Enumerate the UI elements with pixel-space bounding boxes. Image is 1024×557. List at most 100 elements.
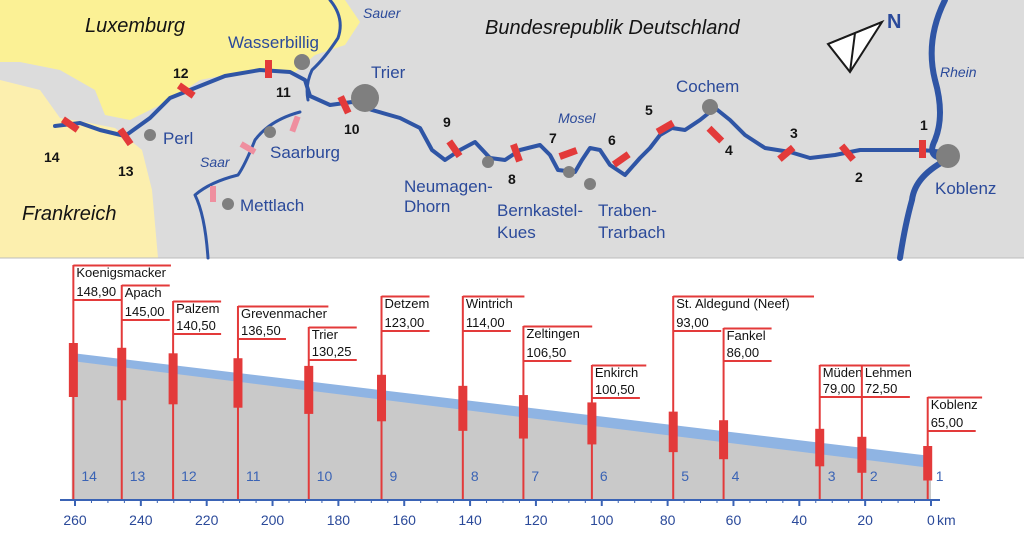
lock-name: Fankel xyxy=(727,328,766,343)
map-lock-5 xyxy=(655,119,675,135)
city-label-neumagen-2: Dhorn xyxy=(404,197,450,216)
map-lock-8 xyxy=(510,143,523,163)
map-luxembourg xyxy=(0,0,360,120)
map-lock-number-8: 8 xyxy=(508,171,516,187)
map: N Luxemburg Bundesrepublik Deutschland F… xyxy=(0,0,1024,261)
lock-level: 130,25 xyxy=(312,344,352,359)
map-lock-6 xyxy=(611,151,631,168)
lock-level: 65,00 xyxy=(931,415,964,430)
city-dot-koblenz xyxy=(936,144,960,168)
city-label-neumagen-1: Neumagen- xyxy=(404,177,493,196)
lock-name: Koblenz xyxy=(931,397,978,412)
map-saar-lock-mettlach xyxy=(210,186,216,202)
map-france xyxy=(0,80,158,258)
river-label-sauer: Sauer xyxy=(363,5,402,21)
lock-7: Zeltingen 106,50 7 xyxy=(518,325,593,500)
map-saar-locks xyxy=(210,115,301,202)
lock-12: Palzem 140,50 12 xyxy=(168,300,222,500)
lock-name: Lehmen xyxy=(865,365,912,380)
city-dot-wasserbillig xyxy=(294,54,310,70)
map-lock-13 xyxy=(117,127,134,147)
city-label-traben-1: Traben- xyxy=(598,201,657,220)
lock-gate xyxy=(458,385,468,431)
city-dot-trier xyxy=(351,84,379,112)
lock-number: 3 xyxy=(828,468,836,484)
lock-gate xyxy=(304,365,314,414)
map-lock-4 xyxy=(706,125,725,144)
lock-gate xyxy=(117,347,127,401)
lock-level: 140,50 xyxy=(176,318,216,333)
lock-level: 145,00 xyxy=(125,304,165,319)
region-luxembourg: Luxemburg xyxy=(85,15,185,37)
map-lock-10 xyxy=(337,95,352,115)
lock-gate xyxy=(233,358,243,408)
lock-level: 72,50 xyxy=(865,381,898,396)
axis-tick-label: 260 xyxy=(63,512,87,528)
lock-number: 10 xyxy=(317,468,333,484)
map-lock-number-1: 1 xyxy=(920,117,928,133)
profile-axis: 260 240 220 200 180 160 140 120 100 80 60 40 20 0 km xyxy=(63,500,956,528)
lock-number: 4 xyxy=(732,468,740,484)
lock-name: Grevenmacher xyxy=(241,306,328,321)
city-label-wasserbillig: Wasserbillig xyxy=(228,33,319,52)
lock-number: 8 xyxy=(471,468,479,484)
map-lock-number-11: 11 xyxy=(276,84,291,100)
map-lock-number-3: 3 xyxy=(790,125,798,141)
lock-8: Wintrich 114,00 8 xyxy=(458,295,525,500)
map-lock-number-2: 2 xyxy=(855,169,863,185)
map-saar-lock-mid xyxy=(239,141,257,155)
axis-tick-label: 180 xyxy=(327,512,351,528)
map-lock-9 xyxy=(446,139,463,159)
map-lock-number-10: 10 xyxy=(344,121,360,137)
lock-gate xyxy=(68,343,78,397)
city-label-saarburg: Saarburg xyxy=(270,143,340,162)
axis-tick-label: 220 xyxy=(195,512,219,528)
lock-gate xyxy=(377,374,387,422)
axis-unit: km xyxy=(937,512,956,528)
city-label-perl: Perl xyxy=(163,129,193,148)
lock-level: 148,90 xyxy=(76,284,116,299)
map-lock-number-9: 9 xyxy=(443,114,451,130)
map-lock-number-13: 13 xyxy=(118,163,134,179)
city-dot-neumagen xyxy=(482,156,494,168)
lock-5: St. Aldegund (Neef) 93,00 5 xyxy=(668,295,815,500)
lock-name: Müden xyxy=(823,365,863,380)
lock-gate xyxy=(815,428,825,467)
axis-tick-label: 240 xyxy=(129,512,153,528)
lock-gate xyxy=(668,411,678,453)
axis-tick-label: 120 xyxy=(524,512,548,528)
river-label-rhein: Rhein xyxy=(940,64,977,80)
axis-tick-label: 60 xyxy=(726,512,742,528)
lock-gate xyxy=(857,436,867,473)
map-saar-lock-saarburg xyxy=(289,115,301,133)
north-compass: N xyxy=(826,11,901,74)
lock-level: 86,00 xyxy=(727,345,760,360)
axis-tick-label: 200 xyxy=(261,512,285,528)
lock-number: 12 xyxy=(181,468,197,484)
city-dot-traben xyxy=(584,178,596,190)
map-lock-number-7: 7 xyxy=(549,130,557,146)
axis-tick-label: 100 xyxy=(590,512,614,528)
city-dot-perl xyxy=(144,129,156,141)
lock-number: 6 xyxy=(600,468,608,484)
map-lock-12 xyxy=(176,82,196,99)
city-dot-mettlach xyxy=(222,198,234,210)
map-lock-1 xyxy=(919,140,926,158)
lock-level: 123,00 xyxy=(385,315,425,330)
lock-number: 14 xyxy=(81,468,97,484)
axis-tick-label: 0 xyxy=(927,512,935,528)
river-label-saar: Saar xyxy=(200,154,231,170)
map-lock-11 xyxy=(265,60,272,78)
compass-north-label: N xyxy=(887,11,901,33)
lock-gate xyxy=(587,402,597,445)
lock-gate xyxy=(518,395,528,439)
lock-number: 9 xyxy=(390,468,398,484)
lock-name: Wintrich xyxy=(466,296,513,311)
city-dot-bernkastel xyxy=(563,166,575,178)
river-saar xyxy=(193,110,302,260)
axis-tick-label: 80 xyxy=(660,512,676,528)
region-germany: Bundesrepublik Deutschland xyxy=(485,17,740,39)
city-label-traben-2: Trarbach xyxy=(598,223,665,242)
